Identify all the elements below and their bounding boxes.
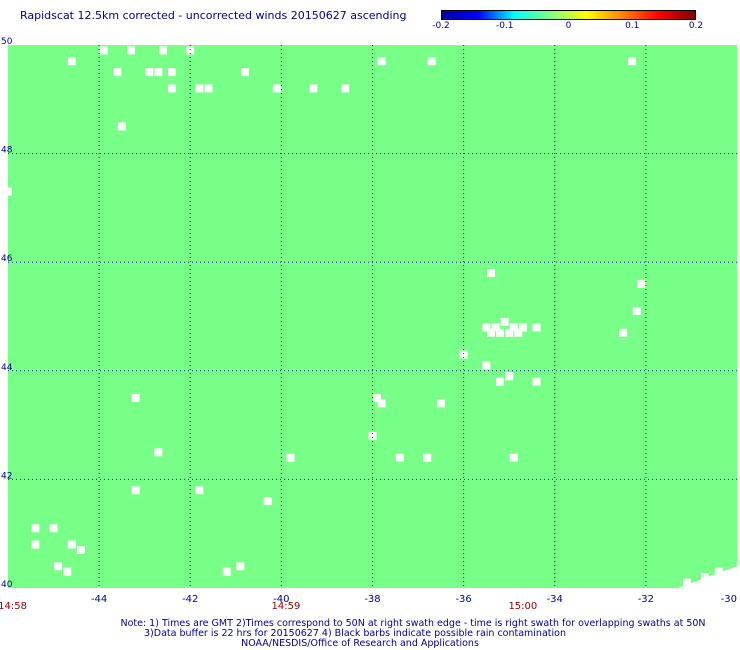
missing-data-cell xyxy=(505,372,514,381)
time-label: 14:58 xyxy=(0,601,27,612)
missing-data-cell xyxy=(154,68,163,77)
note-line-3: NOAA/NESDIS/Office of Research and Appli… xyxy=(241,638,479,649)
missing-data-cell xyxy=(145,68,154,77)
y-tick-label: 48 xyxy=(1,146,13,156)
colorbar-tick-label: -0.2 xyxy=(432,21,450,31)
missing-data-cell xyxy=(341,84,350,93)
missing-data-cell xyxy=(204,84,213,93)
y-tick-label: 44 xyxy=(1,363,13,373)
missing-data-cell xyxy=(168,68,177,77)
colorbar xyxy=(441,10,696,20)
missing-data-cell xyxy=(505,328,514,337)
colorbar-tick-label: 0.1 xyxy=(625,21,640,31)
missing-data-cell xyxy=(263,497,272,506)
x-tick-label: -44 xyxy=(91,594,107,605)
x-tick-label: -38 xyxy=(364,594,380,605)
time-label: 15:00 xyxy=(508,601,537,612)
note-line-2: 3)Data buffer is 22 hrs for 20150627 4) … xyxy=(144,628,566,639)
missing-data-cell xyxy=(222,567,231,576)
missing-data-cell xyxy=(509,453,518,462)
y-tick-label: 50 xyxy=(1,37,13,47)
missing-data-cell xyxy=(131,393,140,402)
missing-data-cell xyxy=(309,84,318,93)
missing-data-cell xyxy=(4,187,12,196)
missing-data-cell xyxy=(186,46,195,55)
missing-data-cell xyxy=(127,46,136,55)
missing-data-cell xyxy=(54,562,63,571)
missing-data-cell xyxy=(532,377,541,386)
missing-data-cell xyxy=(486,328,495,337)
missing-data-cell xyxy=(628,57,637,66)
colorbar-tick-label: 0.2 xyxy=(688,21,704,31)
missing-data-cell xyxy=(117,122,126,131)
missing-data-cell xyxy=(113,68,122,77)
missing-data-cell xyxy=(286,453,295,462)
wind-field xyxy=(8,45,737,588)
note-line-1: Note: 1) Times are GMT 2)Times correspon… xyxy=(120,618,706,629)
missing-data-cell xyxy=(459,350,468,359)
missing-data-cell xyxy=(168,84,177,93)
x-tick-label: -42 xyxy=(182,594,198,605)
missing-data-cell xyxy=(423,453,432,462)
missing-data-cell xyxy=(63,567,72,576)
time-label: 14:59 xyxy=(272,601,301,612)
x-tick-label: -40 xyxy=(273,594,289,605)
missing-data-cell xyxy=(701,573,710,582)
missing-data-cell xyxy=(482,361,491,370)
missing-data-cell xyxy=(154,448,163,457)
missing-data-cell xyxy=(67,540,76,549)
missing-data-cell xyxy=(496,377,505,386)
missing-data-cell xyxy=(76,545,85,554)
x-tick-label: -30 xyxy=(721,594,737,605)
missing-data-cell xyxy=(195,84,204,93)
y-tick-label: 46 xyxy=(1,254,13,264)
missing-data-cell xyxy=(240,68,249,77)
missing-data-cell xyxy=(31,524,40,533)
missing-data-cell xyxy=(368,431,377,440)
missing-data-cell xyxy=(31,540,40,549)
missing-data-cell xyxy=(436,399,445,408)
missing-data-cell xyxy=(682,578,691,587)
missing-data-cell xyxy=(514,328,523,337)
missing-data-cell xyxy=(131,486,140,495)
missing-data-cell xyxy=(486,269,495,278)
missing-data-cell xyxy=(377,57,386,66)
missing-data-cell xyxy=(195,486,204,495)
missing-data-cell xyxy=(67,57,76,66)
missing-data-cell xyxy=(158,46,167,55)
missing-data-cell xyxy=(637,279,646,288)
y-tick-label: 40 xyxy=(1,580,13,590)
missing-data-cell xyxy=(619,328,628,337)
x-tick-label: -32 xyxy=(638,594,654,605)
x-tick-label: -36 xyxy=(455,594,471,605)
missing-data-cell xyxy=(500,317,509,326)
chart-title: Rapidscat 12.5km corrected - uncorrected… xyxy=(20,9,407,22)
missing-data-cell xyxy=(99,46,108,55)
swath-edge-gap xyxy=(677,566,737,588)
missing-data-cell xyxy=(272,84,281,93)
missing-data-cell xyxy=(518,323,527,332)
missing-data-cell xyxy=(236,562,245,571)
colorbar-tick-label: 0 xyxy=(565,21,572,31)
missing-data-cell xyxy=(509,323,518,332)
missing-data-cell xyxy=(49,524,58,533)
missing-data-cell xyxy=(632,307,641,316)
x-tick-label: -34 xyxy=(547,594,563,605)
colorbar-tick-label: -0.1 xyxy=(495,21,514,31)
missing-data-cell xyxy=(491,323,500,332)
missing-data-cell xyxy=(377,399,386,408)
missing-data-cell xyxy=(714,567,723,576)
missing-data-cell xyxy=(482,323,491,332)
missing-data-cell xyxy=(373,393,382,402)
y-tick-label: 42 xyxy=(1,471,12,481)
missing-data-cell xyxy=(427,57,436,66)
missing-data-cell xyxy=(532,323,541,332)
missing-data-cell xyxy=(496,328,505,337)
missing-data-cell xyxy=(395,453,404,462)
